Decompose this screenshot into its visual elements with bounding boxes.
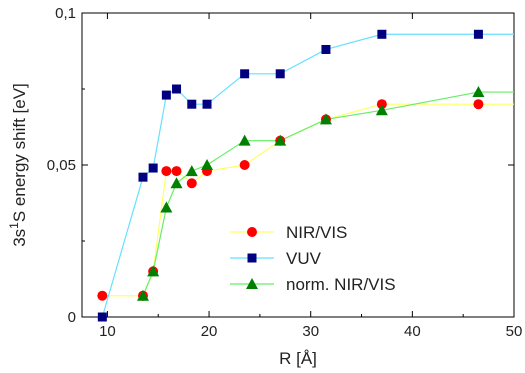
data-point: [239, 160, 250, 170]
data-point: [161, 90, 171, 100]
data-point: [172, 84, 182, 94]
data-point: [377, 29, 387, 39]
y-tick-label: 0,05: [47, 157, 76, 174]
data-point: [148, 163, 158, 173]
series-layer: [97, 29, 514, 322]
legend-label: norm. NIR/VIS: [286, 275, 396, 294]
data-point: [97, 312, 107, 322]
x-tick-label: 20: [201, 323, 218, 340]
data-point: [187, 99, 197, 109]
y-axis-title-part: S energy shift [eV]: [10, 83, 29, 222]
legend: NIR/VIS VUV norm. NIR/VIS: [230, 223, 396, 294]
data-point: [472, 86, 485, 98]
y-axis: 0 0,05 0,1: [47, 5, 514, 326]
legend-marker: [247, 253, 257, 263]
data-point: [238, 134, 251, 146]
plot-area: [81, 12, 515, 318]
y-axis-title-part: 3s: [10, 229, 29, 247]
x-tick-label: 40: [404, 323, 421, 340]
data-point: [274, 134, 287, 146]
data-point: [202, 99, 212, 109]
legend-marker: [246, 278, 258, 289]
x-tick-label: 50: [506, 323, 523, 340]
x-tick-label: 10: [99, 323, 116, 340]
data-point: [170, 177, 183, 189]
data-point: [321, 44, 331, 54]
data-point: [185, 165, 198, 177]
data-point: [186, 178, 197, 189]
data-point: [319, 113, 332, 125]
y-tick-label: 0: [68, 309, 76, 326]
y-axis-title-superscript: 1: [7, 222, 21, 229]
data-point: [161, 166, 172, 177]
data-point: [160, 201, 173, 213]
data-point: [376, 99, 387, 110]
data-point: [97, 290, 108, 301]
data-point: [136, 289, 149, 301]
x-axis-title: R [Å]: [279, 349, 317, 368]
data-point: [473, 29, 483, 39]
x-tick-label: 30: [302, 323, 319, 340]
x-axis: 10 20 30 40 50: [99, 13, 522, 340]
y-tick-label: 0,1: [55, 5, 76, 22]
legend-marker: [247, 227, 257, 237]
data-point: [275, 69, 285, 79]
legend-label: NIR/VIS: [286, 223, 347, 242]
data-point: [201, 159, 214, 170]
data-point: [171, 166, 182, 177]
data-point: [147, 265, 160, 277]
legend-label: VUV: [286, 249, 322, 268]
series-line: [142, 91, 514, 296]
data-point: [240, 69, 250, 79]
data-point: [138, 172, 148, 182]
data-point: [375, 104, 388, 116]
y-axis-title: 3s1S energy shift [eV]: [7, 83, 29, 247]
data-point: [473, 99, 484, 110]
